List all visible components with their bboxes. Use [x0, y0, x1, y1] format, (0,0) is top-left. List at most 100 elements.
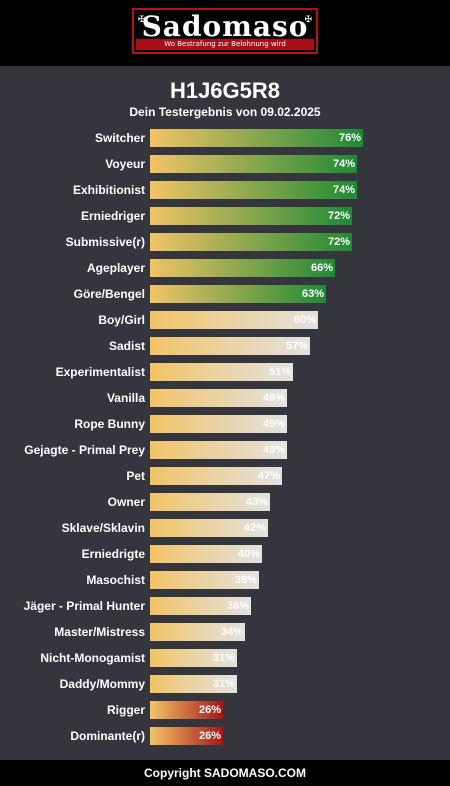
category-label: Owner: [107, 495, 145, 509]
bar: 34%: [150, 623, 245, 641]
category-label: Submissive(r): [65, 235, 145, 249]
chart-row: Göre/Bengel 63%: [0, 285, 450, 303]
category-label: Dominante(r): [70, 729, 145, 743]
bar: 57%: [150, 337, 310, 355]
value-label: 74%: [332, 158, 355, 170]
value-label: 31%: [212, 678, 235, 690]
category-label: Voyeur: [105, 157, 145, 171]
value-label: 57%: [285, 340, 308, 352]
bar: 49%: [150, 389, 287, 407]
bar: 31%: [150, 675, 237, 693]
bar: 47%: [150, 467, 282, 485]
bar: 39%: [150, 571, 259, 589]
value-label: 72%: [327, 210, 350, 222]
value-label: 49%: [262, 418, 285, 430]
logo-title: Sadomaso: [141, 10, 309, 43]
bar: 66%: [150, 259, 335, 277]
category-label: Ageplayer: [86, 261, 145, 275]
category-label: Daddy/Mommy: [59, 677, 145, 691]
bar: 74%: [150, 181, 357, 199]
bar: 36%: [150, 597, 251, 615]
value-label: 51%: [268, 366, 291, 378]
footer-copyright[interactable]: Copyright SADOMASO.COM: [0, 760, 450, 786]
bar: 51%: [150, 363, 293, 381]
chart-row: Experimentalist 51%: [0, 363, 450, 381]
bar: 49%: [150, 441, 287, 459]
bar: 43%: [150, 493, 270, 511]
chart-row: Exhibitionist 74%: [0, 181, 450, 199]
site-logo[interactable]: ✠ ✠ Sadomaso Wo Bestrafung zur Belohnung…: [132, 8, 318, 54]
category-label: Exhibitionist: [73, 183, 145, 197]
chart-row: Rigger 26%: [0, 701, 450, 719]
chart-row: Vanilla 49%: [0, 389, 450, 407]
value-label: 26%: [198, 704, 221, 716]
chart-row: Pet 47%: [0, 467, 450, 485]
bar: 31%: [150, 649, 237, 667]
category-label: Switcher: [94, 131, 145, 145]
value-label: 72%: [327, 236, 350, 248]
chart-row: Erniedriger 72%: [0, 207, 450, 225]
chart-row: Ageplayer 66%: [0, 259, 450, 277]
category-label: Erniedrigte: [81, 547, 145, 561]
star-icon: ✠: [304, 14, 312, 24]
chart-row: Sadist 57%: [0, 337, 450, 355]
category-label: Nicht-Monogamist: [40, 651, 145, 665]
bar: 26%: [150, 727, 223, 745]
category-label: Rigger: [106, 703, 145, 717]
value-label: 49%: [262, 392, 285, 404]
category-label: Erniedriger: [80, 209, 145, 223]
category-label: Pet: [126, 469, 145, 483]
chart-row: Jäger - Primal Hunter 36%: [0, 597, 450, 615]
chart-row: Voyeur 74%: [0, 155, 450, 173]
chart-row: Nicht-Monogamist 31%: [0, 649, 450, 667]
value-label: 42%: [243, 522, 266, 534]
header-bar: ✠ ✠ Sadomaso Wo Bestrafung zur Belohnung…: [0, 0, 450, 66]
value-label: 60%: [293, 314, 316, 326]
bar: 49%: [150, 415, 287, 433]
logo-tagline: Wo Bestrafung zur Belohnung wird: [136, 39, 314, 50]
chart-row: Gejagte - Primal Prey 49%: [0, 441, 450, 459]
chart-row: Dominante(r) 26%: [0, 727, 450, 745]
value-label: 36%: [226, 600, 249, 612]
bar: 26%: [150, 701, 223, 719]
bar: 72%: [150, 233, 352, 251]
value-label: 40%: [237, 548, 260, 560]
chart-row: Submissive(r) 72%: [0, 233, 450, 251]
value-label: 76%: [338, 132, 361, 144]
category-label: Experimentalist: [55, 365, 145, 379]
category-label: Rope Bunny: [74, 417, 145, 431]
page-subtitle: Dein Testergebnis von 09.02.2025: [129, 105, 321, 119]
category-label: Boy/Girl: [98, 313, 145, 327]
bar: 42%: [150, 519, 268, 537]
value-label: 43%: [245, 496, 268, 508]
chart-row: Owner 43%: [0, 493, 450, 511]
value-label: 34%: [220, 626, 243, 638]
bar: 72%: [150, 207, 352, 225]
chart-row: Masochist 39%: [0, 571, 450, 589]
category-label: Sadist: [108, 339, 145, 353]
value-label: 26%: [198, 730, 221, 742]
bar: 76%: [150, 129, 363, 147]
chart-row: Rope Bunny 49%: [0, 415, 450, 433]
chart-row: Boy/Girl 60%: [0, 311, 450, 329]
value-label: 31%: [212, 652, 235, 664]
star-icon: ✠: [138, 14, 146, 24]
value-label: 74%: [332, 184, 355, 196]
category-label: Sklave/Sklavin: [61, 521, 145, 535]
category-label: Gejagte - Primal Prey: [24, 443, 145, 457]
bar: 40%: [150, 545, 262, 563]
category-label: Master/Mistress: [54, 625, 145, 639]
page-title: H1J6G5R8: [169, 78, 281, 103]
bar: 60%: [150, 311, 318, 329]
chart-row: Daddy/Mommy 31%: [0, 675, 450, 693]
category-label: Vanilla: [106, 391, 145, 405]
bar: 74%: [150, 155, 357, 173]
category-label: Göre/Bengel: [73, 287, 145, 301]
value-label: 39%: [234, 574, 257, 586]
value-label: 49%: [262, 444, 285, 456]
bar: 63%: [150, 285, 326, 303]
chart-row: Switcher 76%: [0, 129, 450, 147]
value-label: 66%: [310, 262, 333, 274]
category-label: Masochist: [86, 573, 145, 587]
chart-row: Sklave/Sklavin 42%: [0, 519, 450, 537]
